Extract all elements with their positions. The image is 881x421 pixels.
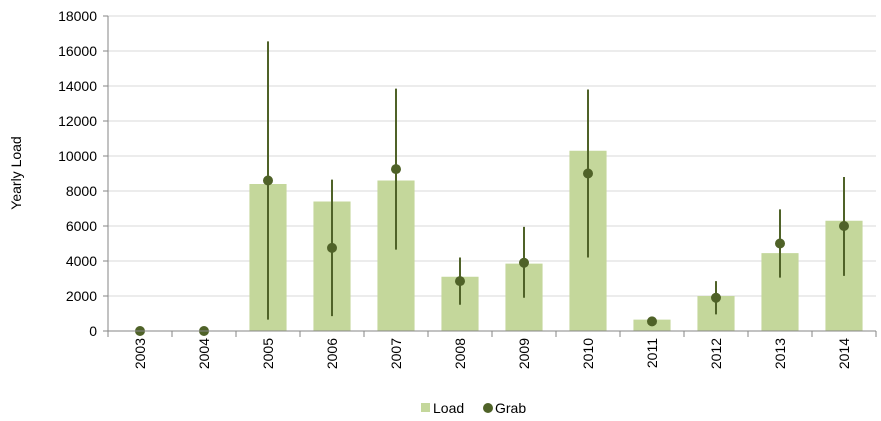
x-tick-label: 2006 (324, 338, 340, 369)
x-tick-label: 2011 (644, 338, 660, 368)
y-axis-title: Yearly Load (8, 136, 24, 209)
x-tick-labels: 2003 2004 2005 2006 2007 2008 2009 2010 2011 2012… (132, 338, 852, 369)
point-grab-2008 (455, 276, 465, 287)
point-grab-2011 (647, 316, 657, 327)
legend-grab-label: Grab (495, 400, 526, 416)
grab-points (135, 164, 849, 336)
y-tick-label: 18000 (58, 8, 97, 24)
point-grab-2010 (583, 168, 593, 179)
legend-load-swatch (421, 403, 430, 412)
y-tick-labels: 0 2000 4000 6000 8000 10000 12000 14000 16000 180… (58, 8, 97, 339)
point-grab-2005 (263, 175, 273, 186)
y-tick-label: 16000 (58, 43, 97, 59)
y-tick-label: 6000 (66, 218, 97, 234)
axes (103, 15, 877, 337)
x-tick-label: 2005 (260, 338, 276, 369)
x-tick-label: 2008 (452, 338, 468, 369)
y-tick-label: 12000 (58, 113, 97, 129)
y-tick-label: 8000 (66, 183, 97, 199)
x-tick-label: 2012 (708, 338, 724, 369)
bars (249, 150, 863, 331)
legend-grab-marker (483, 403, 493, 413)
legend: Load Grab (421, 400, 526, 416)
y-tick-label: 10000 (58, 148, 97, 164)
x-tick-label: 2010 (580, 338, 596, 369)
error-bars (267, 41, 845, 325)
point-grab-2006 (327, 242, 337, 253)
x-tick-label: 2014 (836, 338, 852, 369)
point-grab-2013 (775, 238, 785, 249)
y-tick-label: 2000 (66, 288, 97, 304)
x-tick-label: 2007 (388, 338, 404, 369)
point-grab-2012 (711, 292, 721, 303)
y-tick-label: 4000 (66, 253, 97, 269)
x-tick-label: 2003 (132, 338, 148, 369)
y-tick-label: 14000 (58, 78, 97, 94)
legend-load-label: Load (433, 400, 464, 416)
point-grab-2007 (391, 164, 401, 175)
point-grab-2009 (519, 257, 529, 268)
x-tick-label: 2013 (772, 338, 788, 369)
x-tick-label: 2009 (516, 338, 532, 369)
point-grab-2014 (839, 221, 849, 231)
gridlines (108, 15, 876, 297)
x-tick-label: 2004 (196, 338, 212, 369)
y-tick-label: 0 (89, 323, 97, 339)
